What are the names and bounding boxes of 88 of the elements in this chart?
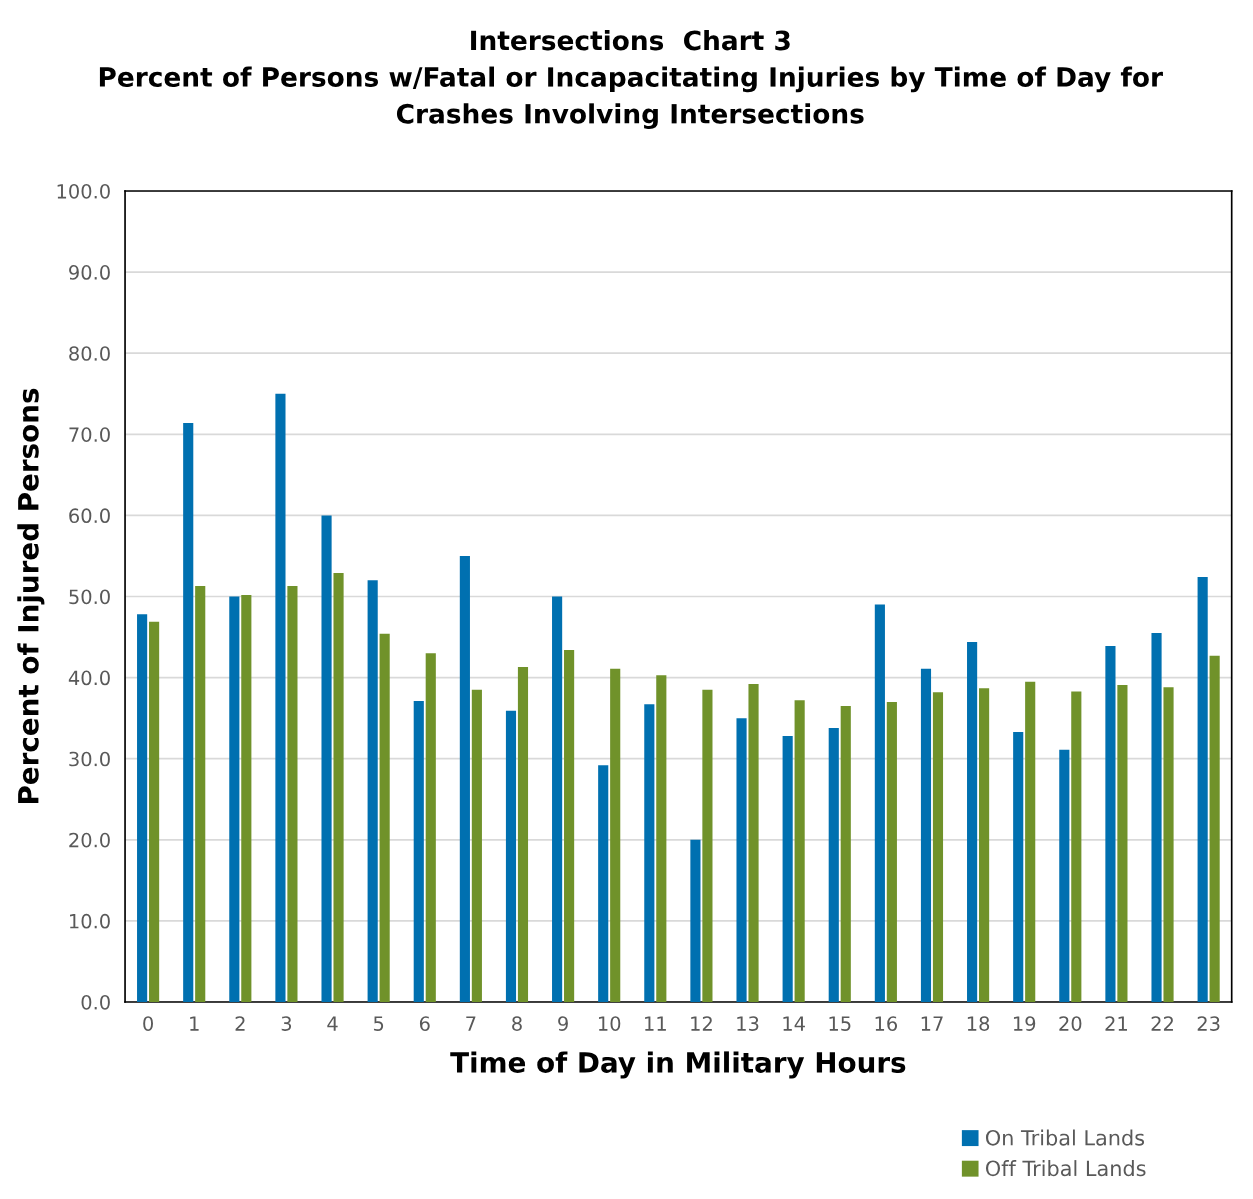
x-tick-label: 11 — [645, 1016, 666, 1031]
bar — [137, 614, 148, 1002]
x-tick-label: 18 — [967, 1016, 990, 1031]
x-tick-label: 0 — [143, 1016, 153, 1031]
bar — [1059, 749, 1070, 1002]
x-axis-title: Time of Day in Military Hours — [450, 1051, 906, 1079]
y-tick-label: 80.0 — [69, 346, 110, 361]
bar — [287, 585, 298, 1002]
bar — [425, 653, 436, 1002]
y-tick-label: 40.0 — [68, 670, 110, 686]
legend-label: On Tribal Lands — [985, 1129, 1145, 1146]
bar — [967, 641, 978, 1002]
x-tick-label: 16 — [875, 1016, 898, 1031]
bar — [1151, 633, 1162, 1002]
bar — [736, 718, 747, 1002]
bar — [932, 692, 944, 1002]
bar — [564, 650, 575, 1002]
bar — [690, 839, 701, 1002]
x-tick-label: 10 — [598, 1016, 621, 1031]
legend-label: Off Tribal Lands — [985, 1160, 1146, 1177]
y-tick-label: 90.0 — [69, 265, 110, 280]
bar — [183, 422, 194, 1002]
x-tick-label: 12 — [691, 1016, 712, 1031]
bar — [1105, 645, 1116, 1002]
y-tick-label: 70.0 — [69, 427, 110, 442]
bar — [459, 555, 470, 1002]
bar — [1197, 577, 1208, 1002]
x-tick-label: 14 — [783, 1016, 805, 1031]
x-tick-label: 15 — [829, 1016, 851, 1031]
bar — [505, 710, 517, 1002]
bar — [1209, 655, 1220, 1002]
bar — [886, 701, 897, 1002]
bar — [794, 700, 805, 1002]
y-tick-label: 10.0 — [70, 913, 110, 929]
bar — [1025, 681, 1036, 1002]
y-tick-label: 20.0 — [69, 832, 110, 848]
x-tick-label: 21 — [1105, 1016, 1127, 1031]
y-tick-label: 50.0 — [69, 589, 110, 605]
x-tick-label: 22 — [1151, 1016, 1173, 1031]
x-tick-label: 23 — [1197, 1016, 1220, 1031]
chart-title: Intersections Chart 3 Percent of Persons w/Fatal or Incapacitating Injuries by Time of Day for Crashes Involving Intersections — [99, 29, 1163, 130]
x-tick-label: 7 — [466, 1016, 476, 1031]
bar — [874, 604, 885, 1002]
bar — [1013, 731, 1024, 1002]
bar — [920, 668, 932, 1002]
x-tick-label: 6 — [419, 1016, 430, 1031]
bar — [1163, 687, 1174, 1002]
x-tick-label: 9 — [558, 1016, 568, 1031]
bar — [840, 705, 851, 1002]
y-tick-label: 100.0 — [57, 183, 110, 199]
bar — [321, 515, 332, 1002]
x-tick-label: 3 — [281, 1016, 292, 1031]
x-tick-label: 2 — [235, 1016, 245, 1031]
y-tick-label: 0.0 — [81, 994, 110, 1010]
bar — [598, 765, 609, 1002]
y-tick-label: 60.0 — [69, 508, 110, 524]
bar — [702, 689, 713, 1002]
x-tick-label: 5 — [373, 1016, 384, 1031]
bar — [610, 668, 621, 1002]
x-tick-label: 20 — [1059, 1016, 1082, 1031]
bar — [656, 675, 667, 1002]
bar — [1071, 691, 1082, 1002]
x-tick-label: 19 — [1013, 1016, 1036, 1031]
bar — [552, 596, 563, 1002]
bar — [471, 689, 482, 1002]
y-tick-label: 30.0 — [69, 751, 110, 767]
x-tick-label: 1 — [190, 1016, 199, 1031]
bar — [517, 667, 529, 1002]
bar — [241, 594, 252, 1002]
bar — [748, 684, 759, 1002]
x-tick-label: 8 — [512, 1016, 522, 1031]
bar — [828, 727, 839, 1002]
bar — [229, 596, 240, 1002]
x-tick-label: 17 — [921, 1016, 943, 1031]
bar — [195, 585, 206, 1002]
bar — [333, 572, 344, 1002]
bar — [367, 580, 378, 1002]
bar — [1117, 684, 1128, 1002]
bar — [379, 633, 390, 1002]
bar — [644, 704, 655, 1002]
bar — [149, 621, 160, 1002]
x-tick-label: 13 — [737, 1016, 759, 1031]
x-tick-label: 4 — [327, 1016, 338, 1031]
bar — [979, 688, 990, 1002]
bar — [413, 701, 424, 1002]
bar — [275, 393, 286, 1002]
y-axis-title: Percent of Injured Persons — [17, 388, 45, 803]
bar — [782, 736, 793, 1002]
